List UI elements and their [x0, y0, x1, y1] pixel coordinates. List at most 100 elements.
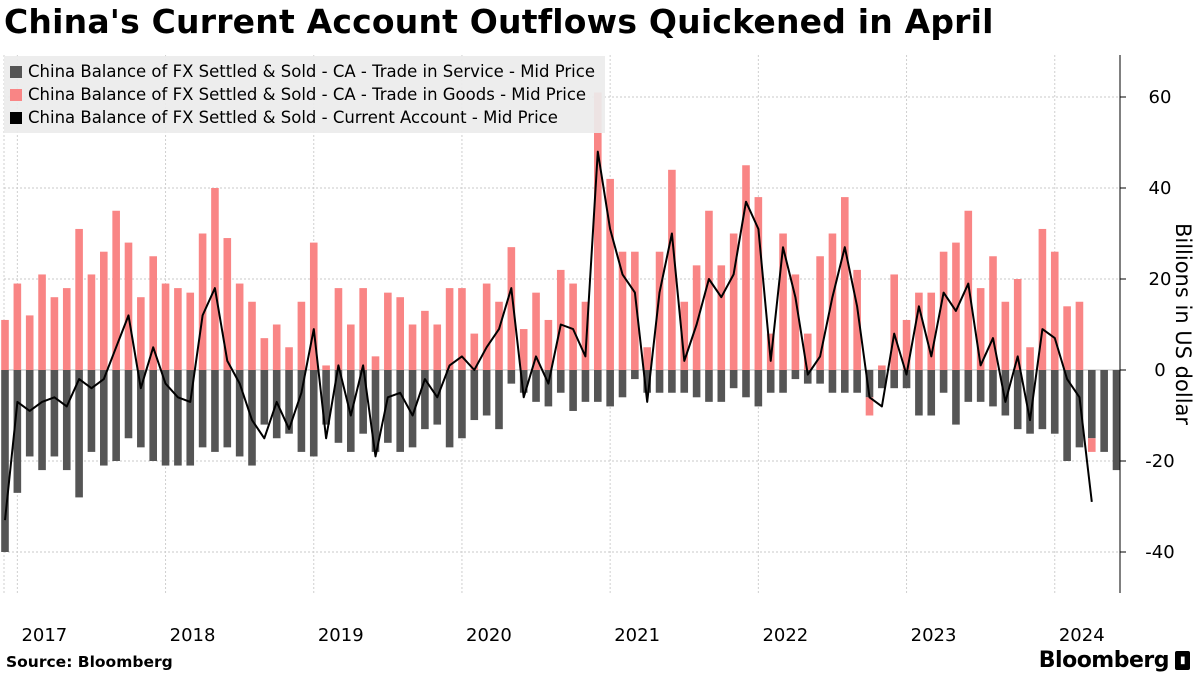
bar-goods — [495, 301, 503, 370]
bar-service — [643, 370, 651, 393]
bar-service — [1013, 370, 1022, 430]
bar-service — [482, 370, 491, 416]
bar-service — [112, 370, 120, 461]
legend-swatch-goods — [10, 88, 22, 101]
bar-goods — [791, 274, 800, 370]
legend-label-goods: China Balance of FX Settled & Sold - CA … — [28, 85, 587, 104]
bar-service — [890, 370, 898, 389]
source-note: Source: Bloomberg — [6, 653, 173, 671]
bar-service — [396, 370, 404, 452]
bar-service — [569, 370, 577, 411]
bar-service — [285, 370, 293, 434]
bar-service — [223, 370, 232, 448]
bar-goods — [618, 251, 627, 370]
bar-service — [791, 370, 800, 380]
bar-service — [865, 370, 874, 398]
x-tick-label: 2020 — [466, 625, 512, 646]
bar-goods — [1038, 228, 1047, 370]
bar-goods — [976, 288, 985, 370]
bar-service — [519, 370, 528, 393]
bar-service — [186, 370, 195, 466]
bar-goods — [816, 256, 824, 370]
bar-service — [161, 370, 170, 466]
bar-service — [729, 370, 738, 389]
bar-goods — [124, 242, 133, 370]
y-tick-label: 20 — [1149, 269, 1172, 290]
bar-goods — [680, 301, 689, 370]
bar-goods — [445, 288, 454, 370]
bar-service — [495, 370, 503, 430]
bar-goods — [1026, 347, 1034, 370]
bar-goods — [853, 269, 861, 370]
bar-service — [62, 370, 71, 471]
bar-service — [137, 370, 145, 448]
brand-name: Bloomberg — [1038, 648, 1170, 673]
bar-service — [1100, 370, 1108, 452]
brand-logo: Bloomberg ▮ — [1039, 648, 1190, 673]
bar-service — [976, 370, 985, 402]
bar-goods — [347, 324, 355, 370]
bar-service — [594, 370, 602, 402]
bar-service — [705, 370, 713, 402]
bar-goods — [322, 365, 330, 370]
axes: -40 -20 0 20 40 60 2017 2018 2019 2020 2021 2022 202… — [21, 55, 1175, 646]
chart-title: China's Current Account Outflows Quicken… — [4, 2, 994, 41]
bar-service — [260, 370, 269, 425]
bar-service — [198, 370, 207, 448]
bar-goods — [890, 274, 898, 370]
y-tick-label: 40 — [1149, 178, 1172, 199]
bar-goods — [285, 347, 293, 370]
bar-goods — [272, 324, 281, 370]
y-tick-label: 0 — [1154, 360, 1165, 381]
bar-goods — [384, 292, 392, 370]
legend-item-service: China Balance of FX Settled & Sold - CA … — [10, 60, 595, 83]
bar-service — [717, 370, 726, 402]
bar-goods — [408, 324, 417, 370]
bar-service — [668, 370, 676, 393]
bar-goods — [112, 210, 120, 370]
legend-label-service: China Balance of FX Settled & Sold - CA … — [28, 62, 595, 81]
legend-item-goods: China Balance of FX Settled & Sold - CA … — [10, 83, 595, 106]
bar-service — [371, 370, 380, 452]
bar-service — [445, 370, 454, 448]
bar-goods — [631, 251, 639, 370]
bar-service — [544, 370, 553, 407]
bar-goods — [643, 347, 651, 370]
bar-goods — [507, 247, 516, 370]
bar-goods — [260, 338, 269, 370]
bar-service — [902, 370, 911, 389]
bar-goods — [149, 256, 157, 370]
bar-goods — [198, 233, 207, 370]
bar-service — [13, 370, 22, 493]
y-axis-title: Billions in US dollar — [1171, 223, 1195, 425]
bar-service — [25, 370, 34, 457]
bar-goods — [939, 251, 948, 370]
bar-goods — [1088, 438, 1096, 452]
bar-service — [878, 370, 886, 389]
bar-service — [50, 370, 59, 457]
x-tick-label: 2022 — [762, 625, 808, 646]
bar-goods — [692, 265, 701, 370]
bar-goods — [371, 356, 380, 370]
bar-service — [322, 370, 330, 425]
bar-goods — [655, 251, 664, 370]
bar-goods — [396, 297, 404, 370]
bar-goods — [754, 197, 763, 370]
bar-goods — [421, 310, 429, 370]
bar-goods — [729, 233, 738, 370]
bar-goods — [952, 242, 960, 370]
bar-goods — [359, 288, 367, 370]
bar-goods — [470, 333, 479, 370]
bar-service — [606, 370, 614, 407]
bar-service — [853, 370, 861, 393]
legend-label-current-account: China Balance of FX Settled & Sold - Cur… — [28, 108, 558, 127]
bar-goods — [137, 297, 145, 370]
bar-goods — [25, 315, 34, 370]
bar-goods — [606, 178, 614, 370]
bar-goods — [1013, 279, 1022, 370]
bar-goods — [87, 274, 96, 370]
bar-goods — [705, 210, 713, 370]
y-tick-label: 60 — [1149, 87, 1172, 108]
x-tick-label: 2018 — [170, 625, 216, 646]
bar-service — [964, 370, 973, 402]
